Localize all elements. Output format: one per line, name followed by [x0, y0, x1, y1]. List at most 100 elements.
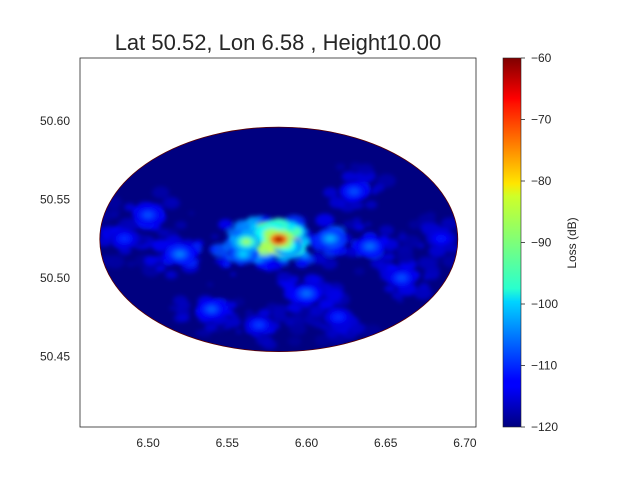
signal-speckle: [376, 261, 385, 268]
colorbar-tick-label: −60: [531, 51, 552, 65]
signal-speckle: [152, 186, 170, 199]
colorbar-gradient: [502, 57, 522, 428]
signal-speckle: [376, 173, 396, 188]
plot-area: 6.50 6.55 6.60 6.65 6.70 50.45 50.50 50.55 50.6…: [40, 57, 477, 450]
signal-speckle: [227, 302, 237, 309]
hotspot: [238, 251, 248, 258]
hotspot: [254, 321, 264, 328]
signal-speckle: [357, 163, 374, 175]
signal-speckle: [314, 334, 332, 347]
signal-speckle: [175, 220, 187, 230]
signal-speckle: [233, 219, 251, 232]
colorbar-tick-label: −70: [531, 113, 552, 127]
signal-speckle: [384, 284, 396, 293]
colorbar-tick-label: −80: [531, 174, 552, 188]
signal-speckle: [223, 324, 231, 330]
signal-speckle: [195, 330, 204, 337]
colorbar: −60 −70 −80 −90 −100 −110 −120 Loss (dB): [502, 51, 579, 434]
hotspot: [397, 274, 407, 281]
signal-speckle: [391, 291, 404, 300]
signal-speckle: [210, 233, 219, 240]
colorbar-label: Loss (dB): [565, 217, 579, 268]
signal-speckle: [141, 263, 161, 277]
signal-speckle: [425, 211, 436, 219]
signal-speckle: [139, 236, 150, 244]
signal-speckle: [166, 198, 177, 206]
signal-speckle: [246, 216, 260, 225]
signal-speckle: [103, 226, 113, 234]
colorbar-tick-label: −120: [531, 420, 558, 434]
signal-speckle: [126, 260, 136, 268]
hotspot: [365, 243, 375, 250]
signal-speckle: [225, 316, 242, 328]
signal-speckle: [328, 196, 346, 209]
signal-speckle: [405, 291, 412, 297]
coverage-outline: [99, 126, 459, 353]
signal-speckle: [124, 203, 136, 212]
chart-title: Lat 50.52, Lon 6.58 , Height10.00: [115, 30, 442, 55]
signal-speckle: [287, 336, 302, 347]
signal-speckle: [207, 282, 214, 287]
signal-speckle: [230, 272, 237, 277]
signal-speckle: [235, 329, 242, 334]
signal-speckle: [309, 305, 326, 317]
signal-speckle: [224, 262, 230, 267]
signal-speckle: [420, 222, 436, 234]
signal-speckle: [204, 322, 217, 332]
hotspot: [325, 235, 335, 242]
signal-speckle: [295, 258, 309, 269]
signal-speckle: [402, 235, 421, 249]
signal-speckle: [289, 322, 307, 336]
x-tick-label: 6.70: [453, 436, 477, 450]
y-tick-label: 50.55: [40, 192, 70, 206]
hotspot: [119, 235, 129, 242]
signal-speckle: [143, 255, 158, 266]
signal-speckle: [169, 305, 177, 311]
signal-speckle: [396, 251, 414, 264]
signal-speckle: [418, 282, 430, 291]
signal-speckle: [287, 302, 302, 313]
signal-speckle: [426, 271, 439, 281]
hotspot: [206, 306, 216, 313]
signal-speckle: [188, 211, 195, 216]
x-axis: 6.50 6.55 6.60 6.65 6.70: [136, 436, 476, 450]
signal-speckle: [323, 187, 338, 198]
signal-speckle: [352, 201, 364, 210]
signal-speckle: [157, 228, 170, 238]
signal-speckle: [365, 221, 372, 227]
signal-speckle: [344, 247, 359, 258]
signal-speckle: [167, 271, 174, 277]
signal-speckle: [256, 334, 273, 346]
x-tick-label: 6.65: [374, 436, 398, 450]
signal-speckle: [303, 273, 321, 286]
signal-speckle: [312, 315, 322, 322]
signal-speckle: [325, 328, 339, 338]
signal-speckle: [231, 313, 239, 318]
x-tick-label: 6.50: [136, 436, 160, 450]
signal-speckle: [319, 299, 334, 310]
signal-speckle: [178, 314, 190, 323]
signal-speckle: [350, 323, 367, 335]
signal-speckle: [341, 171, 357, 182]
signal-speckle: [379, 225, 394, 236]
hotspot: [436, 235, 446, 242]
signal-speckle: [342, 220, 354, 229]
x-tick-label: 6.55: [216, 436, 240, 450]
hotspot: [274, 236, 284, 243]
signal-speckle: [417, 256, 436, 270]
hotspot: [175, 251, 185, 258]
signal-speckle: [353, 223, 365, 231]
y-tick-label: 50.45: [40, 349, 70, 363]
signal-speckle: [365, 200, 378, 210]
signal-speckle: [315, 213, 335, 228]
signal-speckle: [156, 264, 166, 272]
signal-speckle: [276, 271, 289, 281]
signal-speckle: [266, 259, 283, 271]
signal-speckle: [440, 217, 458, 231]
signal-speckle: [408, 219, 422, 230]
signal-speckle: [118, 217, 138, 232]
hotspot: [143, 212, 153, 219]
hotspots: [109, 181, 457, 335]
signal-speckle: [384, 253, 395, 262]
